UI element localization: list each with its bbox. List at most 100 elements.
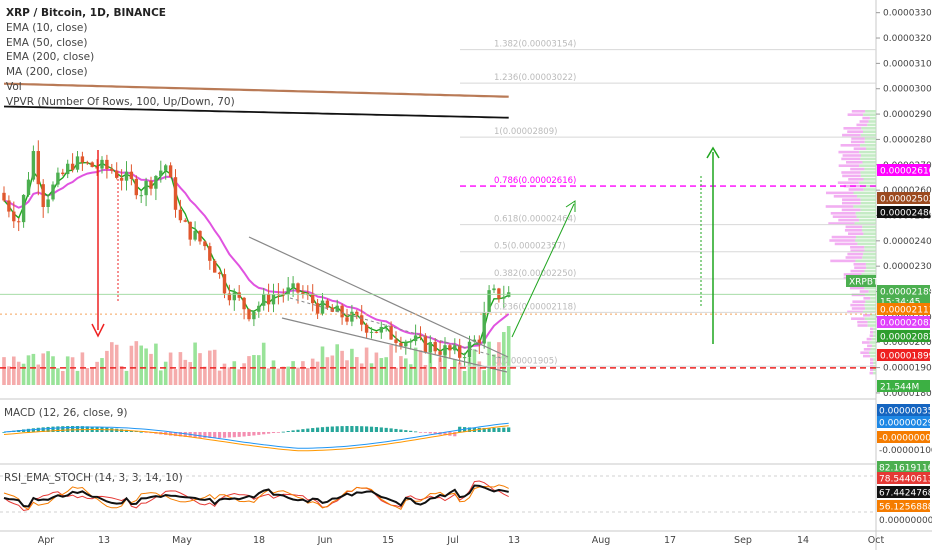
vpvr-row <box>838 218 860 222</box>
legend-ma200[interactable]: MA (200, close) <box>6 66 88 79</box>
candle-body <box>281 294 285 296</box>
candle-body <box>232 292 236 301</box>
volume-bar <box>188 362 192 385</box>
fib-levels: 1.382(0.00003154) 1.236(0.00003022) 1(0.00… <box>460 40 876 367</box>
vpvr-row <box>873 361 876 365</box>
legend-ema10[interactable]: EMA (10, close) <box>6 21 88 34</box>
macd-histogram-bar <box>296 429 300 432</box>
rsi-legend[interactable]: RSI_EMA_STOCH (14, 3, 3, 14, 10) <box>4 472 183 484</box>
candle-body <box>462 357 467 359</box>
macd-histogram-bar <box>262 432 266 435</box>
candle-body <box>95 166 99 169</box>
price-badge <box>877 380 930 392</box>
vpvr-row <box>841 171 861 174</box>
vpvr-row <box>841 201 861 205</box>
price-tick-label: 0.00002800 <box>883 135 932 145</box>
volume-bar <box>492 354 496 385</box>
macd-histogram-bar <box>409 430 413 432</box>
candle-body <box>492 288 496 291</box>
macd-histogram-bar <box>365 426 369 432</box>
vpvr-row <box>870 361 874 365</box>
price-badge-label: 0.00002111 <box>880 306 932 316</box>
candle-body <box>168 165 173 178</box>
macd-histogram-bar <box>41 427 45 432</box>
macd-histogram-bar <box>276 432 280 433</box>
volume-bar <box>286 366 290 385</box>
time-tick-label: May <box>172 535 192 546</box>
legend-ema50[interactable]: EMA (50, close) <box>6 36 88 49</box>
time-tick-label: 13 <box>98 535 110 546</box>
macd-histogram-bar <box>281 431 285 433</box>
red-arrow-head <box>91 323 105 338</box>
legend-ema200[interactable]: EMA (200, close) <box>6 51 95 64</box>
macd-histogram-bar <box>325 426 329 432</box>
rsi-tick-label: 0.00000000 <box>879 516 932 526</box>
candle-body <box>31 151 36 180</box>
vpvr-row <box>844 229 863 232</box>
candle-body <box>129 171 134 179</box>
candle-body <box>183 220 187 222</box>
vpvr-row <box>841 208 861 212</box>
vpvr-row <box>856 123 868 127</box>
price-badge <box>877 164 930 176</box>
vpvr-row <box>851 307 866 310</box>
vpvr-row <box>864 317 876 320</box>
legend-vpvr[interactable]: VPVR (Number Of Rows, 100, Up/Down, 70) <box>6 95 235 108</box>
volume-bar <box>159 370 163 385</box>
candle-body <box>266 293 271 305</box>
time-tick-label: Sep <box>734 535 752 546</box>
volume-bar <box>291 361 295 385</box>
candle-body <box>222 274 227 294</box>
macd-histogram-bar <box>51 426 55 432</box>
candle-body <box>70 163 75 170</box>
time-tick-label: Oct <box>868 535 885 546</box>
volume-bar <box>394 367 398 385</box>
vpvr-row <box>853 191 876 195</box>
price-badge-label: 0.00002082 <box>880 333 932 343</box>
vpvr-row <box>867 344 872 348</box>
macd-histogram-bar <box>487 427 491 432</box>
vpvr-row <box>866 266 876 269</box>
fib-label: 0(0.00001905) <box>494 356 557 366</box>
volume-bar <box>26 355 31 385</box>
volume-bar <box>110 342 114 385</box>
legend-symbol[interactable]: XRP / Bitcoin, 1D, BINANCE <box>6 7 166 19</box>
volume-bar <box>46 351 50 385</box>
volume-bar <box>75 370 80 385</box>
candle-body <box>355 311 359 316</box>
candle-body <box>41 184 45 207</box>
volume-bar <box>384 357 388 385</box>
price-badge <box>877 285 930 297</box>
macd-histogram-bar <box>360 426 364 432</box>
macd-pane: 0.00000035 0.00000029 -0.00000006 -0.000001… <box>2 404 932 456</box>
candle-body <box>345 317 349 322</box>
macd-histogram-bar <box>374 427 378 432</box>
volume-bar <box>80 352 85 385</box>
candle-body <box>164 165 168 171</box>
vpvr-row <box>838 164 860 167</box>
price-badge-label: 0.00002189 <box>880 288 932 298</box>
macd-histogram-bar <box>61 426 65 432</box>
vpvr-row <box>860 174 876 178</box>
vpvr-row <box>870 358 874 361</box>
candle-body <box>154 175 158 189</box>
legend-vol[interactable]: Vol <box>6 80 22 93</box>
macd-histogram-bar <box>183 432 187 437</box>
macd-legend[interactable]: MACD (12, 26, close, 9) <box>4 407 128 419</box>
volume-bar <box>70 357 75 385</box>
candle-body <box>46 199 50 207</box>
rsi-badge <box>877 472 930 484</box>
volume-bar <box>7 366 11 385</box>
vpvr-row <box>841 157 861 161</box>
volume-bar <box>252 355 256 385</box>
macd-histogram-bar <box>316 427 320 432</box>
vpvr-row <box>855 239 876 242</box>
vpvr-row <box>869 341 876 344</box>
macd-histogram-bar <box>394 428 398 432</box>
volume-bar <box>330 355 335 385</box>
candle-body <box>134 178 138 196</box>
macd-histogram-bar <box>355 426 359 432</box>
volume-bar <box>90 368 94 385</box>
vpvr-row <box>834 242 858 246</box>
